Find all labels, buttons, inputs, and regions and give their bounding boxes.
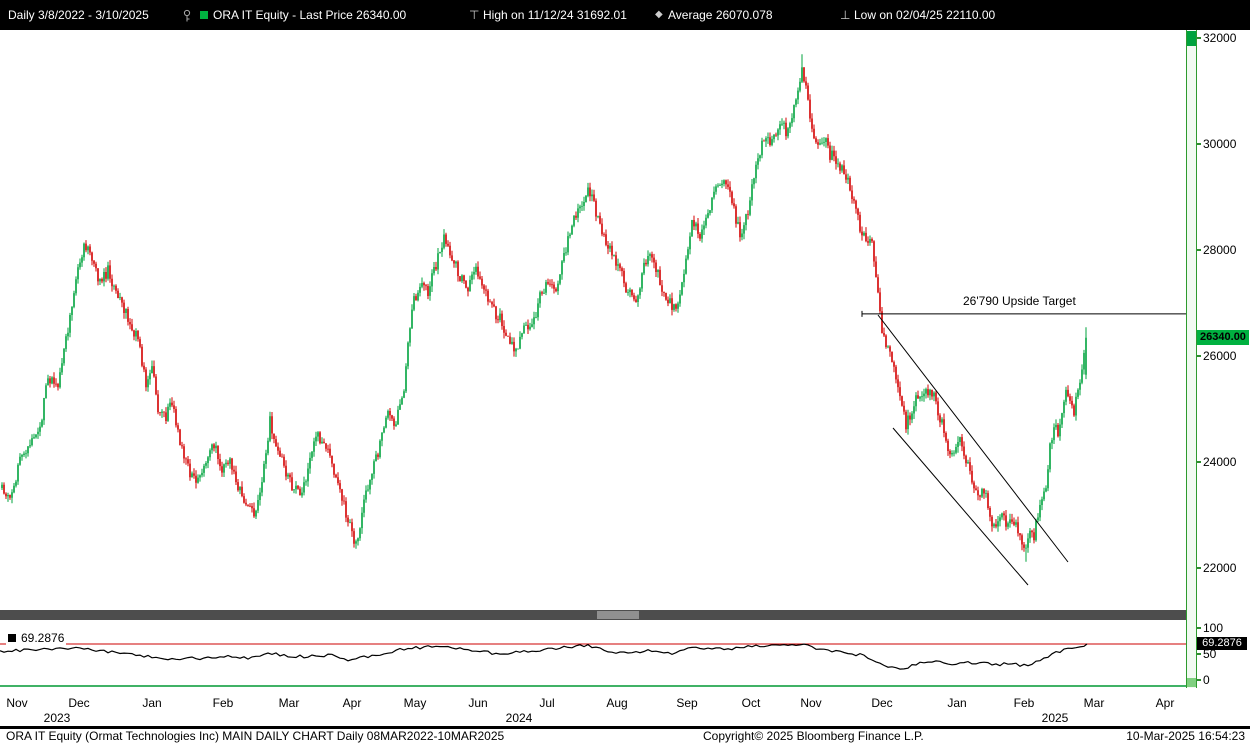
chart-right-scrollbar-thumb[interactable]	[1187, 31, 1196, 46]
main-chart-canvas[interactable]	[0, 30, 1186, 610]
price-axis-tick: 24000	[1203, 454, 1237, 469]
x-axis-month-label: Apr	[1155, 696, 1175, 710]
high-marker-icon: ⊤	[469, 8, 480, 22]
status-divider	[0, 726, 1250, 729]
upside-target-annotation: 26'790 Upside Target	[963, 294, 1076, 308]
x-axis-month-label: Nov	[800, 696, 822, 710]
chart-right-scrollbar-tick	[1187, 678, 1196, 687]
indicator-legend: 69.2876	[6, 631, 67, 645]
x-axis-month-label: Apr	[342, 696, 362, 710]
price-axis-tick-mark	[1197, 460, 1201, 463]
x-axis-month-label: Jan	[947, 696, 967, 710]
price-axis-tick-mark	[1197, 566, 1201, 569]
x-axis-year-label: 2023	[43, 711, 71, 725]
x-axis-month-label: Mar	[1083, 696, 1105, 710]
x-axis-month-label: Oct	[741, 696, 761, 710]
price-axis-tick: 28000	[1203, 242, 1237, 257]
indicator-axis-tick: 50	[1203, 647, 1217, 661]
price-axis-tick: 22000	[1203, 560, 1237, 575]
indicator-axis-tick: 100	[1203, 621, 1224, 635]
panel-separator	[0, 610, 1186, 620]
price-axis-tick: 26000	[1203, 348, 1237, 363]
statusbar-chart-title: ORA IT Equity (Ormat Technologies Inc) M…	[6, 729, 505, 743]
price-axis-tick-mark	[1197, 36, 1201, 39]
x-axis-month-label: Jun	[468, 696, 488, 710]
high-label: High on 11/12/24 31692.01	[483, 8, 627, 22]
indicator-axis-tick-mark	[1197, 653, 1201, 655]
last-price-badge: 26340.00	[1197, 330, 1249, 345]
x-axis-year-label: 2024	[505, 711, 533, 725]
price-axis-tick-mark	[1197, 248, 1201, 251]
price-axis-tick: 32000	[1203, 30, 1237, 45]
x-axis-month-label: Feb	[1013, 696, 1035, 710]
x-axis-month-label: Jul	[539, 696, 555, 710]
trend-channel-line-2	[892, 427, 1029, 586]
indicator-axis-tick: 0	[1203, 673, 1210, 687]
x-axis-month-label: Feb	[212, 696, 234, 710]
panel-separator-thumb[interactable]	[597, 611, 639, 619]
x-axis-month-label: Mar	[278, 696, 300, 710]
upside-target-line	[861, 310, 1186, 317]
low-marker-icon: ⊥	[840, 8, 851, 22]
average-label: Average 26070.078	[668, 8, 773, 22]
low-label: Low on 02/04/25 22110.00	[854, 8, 996, 22]
average-marker-icon: ◆	[655, 9, 663, 20]
x-axis-month-label: Nov	[6, 696, 28, 710]
indicator-axis-tick-mark	[1197, 627, 1201, 629]
chart-legend-bar: Daily 3/8/2022 - 3/10/2025 ORA IT Equity…	[0, 0, 1250, 30]
date-range-label: Daily 3/8/2022 - 3/10/2025	[8, 8, 149, 22]
key-icon	[182, 0, 192, 34]
statusbar-copyright: Copyright© 2025 Bloomberg Finance L.P.	[703, 729, 924, 743]
x-axis-month-label: May	[403, 696, 427, 710]
x-axis-month-label: Aug	[606, 696, 628, 710]
indicator-canvas[interactable]	[0, 620, 1186, 688]
price-axis-tick-mark	[1197, 142, 1201, 145]
price-axis-tick-mark	[1197, 354, 1201, 357]
trend-channel-line-1	[877, 314, 1069, 563]
x-axis-month-label: Sep	[676, 696, 698, 710]
indicator-axis-tick-mark	[1197, 679, 1201, 681]
x-axis-month-label: Jan	[142, 696, 162, 710]
series-label: ORA IT Equity - Last Price 26340.00	[213, 8, 407, 22]
price-axis-tick: 30000	[1203, 136, 1237, 151]
x-axis-month-label: Dec	[68, 696, 90, 710]
series-swatch	[200, 11, 208, 19]
x-axis-month-label: Dec	[871, 696, 893, 710]
x-axis-year-label: 2025	[1041, 711, 1069, 725]
indicator-value-badge: 69.2876	[1197, 637, 1247, 650]
chart-right-scrollbar[interactable]	[1186, 30, 1197, 688]
statusbar-timestamp: 10-Mar-2025 16:54:23	[1126, 729, 1245, 743]
indicator-line	[0, 643, 1088, 670]
indicator-legend-swatch	[8, 634, 16, 642]
indicator-legend-value: 69.2876	[21, 631, 65, 645]
